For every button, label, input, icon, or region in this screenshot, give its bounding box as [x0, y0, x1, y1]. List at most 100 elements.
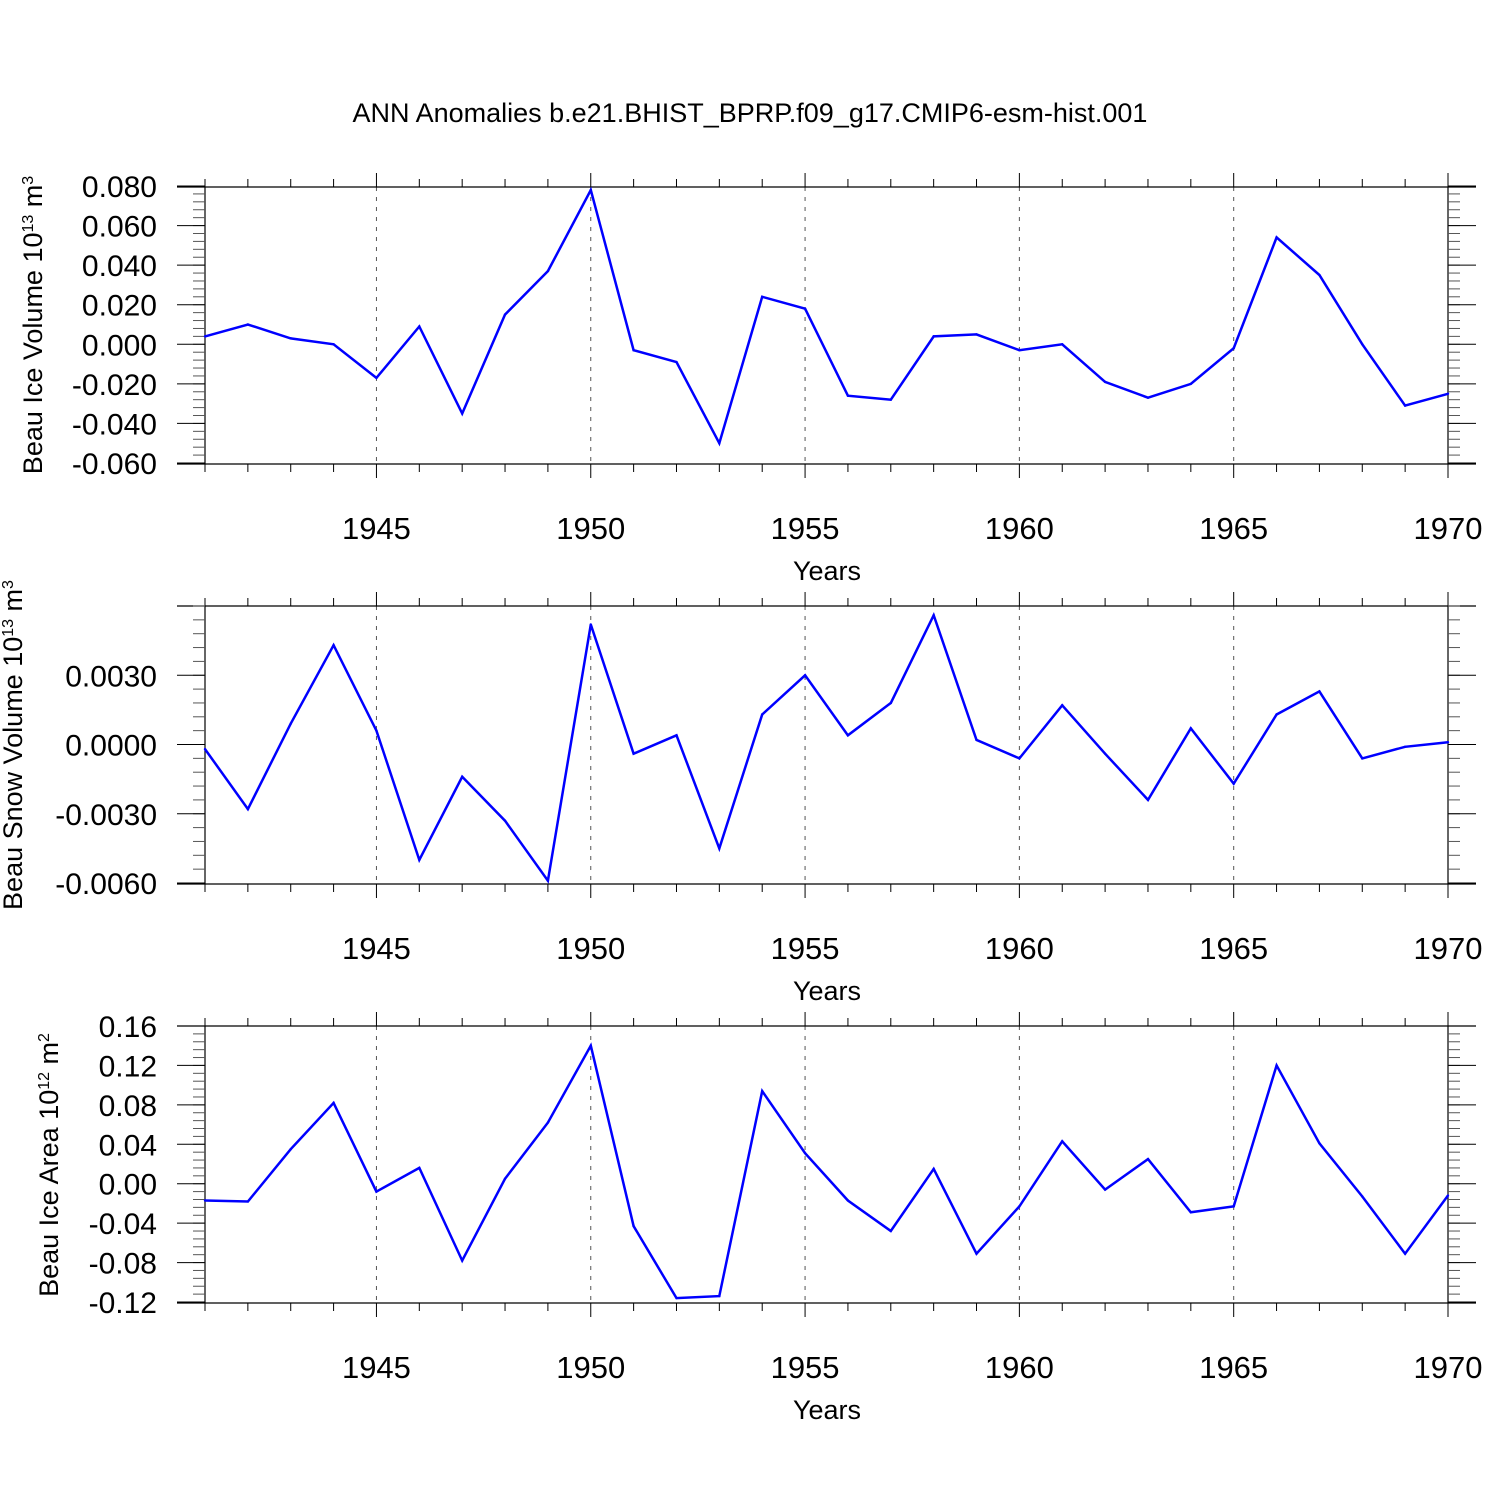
data-point: [1318, 690, 1321, 693]
x-tick-label: 1945: [342, 1350, 411, 1385]
x-tick-label: 1945: [342, 511, 411, 546]
data-point: [675, 1296, 678, 1300]
data-point: [460, 775, 464, 779]
data-point: [632, 1224, 635, 1228]
x-tick-label: 1970: [1414, 511, 1483, 546]
x-tick-label: 1970: [1414, 931, 1483, 966]
y-tick-label: 0.080: [82, 171, 157, 204]
data-point: [1103, 1188, 1107, 1191]
data-point: [975, 333, 978, 336]
data-point: [1275, 1064, 1278, 1067]
data-point: [1189, 727, 1193, 730]
data-point: [1146, 396, 1150, 399]
data-point: [632, 349, 635, 352]
data-point: [1018, 1205, 1021, 1208]
data-point: [1189, 1211, 1193, 1214]
data-point: [1061, 1140, 1064, 1143]
x-tick-label: 1960: [985, 931, 1054, 966]
data-point: [203, 1199, 207, 1202]
data-point: [803, 307, 807, 310]
data-point: [418, 858, 421, 862]
data-point: [846, 1199, 850, 1202]
data-point: [1403, 745, 1407, 749]
data-point: [1361, 757, 1364, 760]
data-point: [889, 398, 892, 401]
x-tick-label: 1950: [556, 1350, 625, 1385]
data-point: [932, 1167, 935, 1171]
data-point: [375, 729, 378, 732]
data-point: [1061, 704, 1064, 707]
data-point: [1232, 782, 1235, 785]
x-tick-label: 1955: [771, 931, 840, 966]
x-tick-label: 1965: [1199, 511, 1268, 546]
x-tick-label: 1965: [1199, 1350, 1268, 1385]
data-point: [418, 1166, 421, 1170]
data-point: [503, 313, 507, 316]
data-point: [1446, 392, 1450, 395]
y-tick-label: -0.0060: [55, 868, 157, 901]
data-point: [846, 734, 850, 737]
data-point: [1318, 1142, 1321, 1145]
y-tick-label: 0.040: [82, 250, 157, 283]
y-tick-label: 0.00: [99, 1169, 157, 1202]
x-axis-label: Years: [793, 556, 861, 586]
data-point: [1446, 1194, 1450, 1197]
data-point: [589, 623, 592, 626]
y-tick-label: -0.0030: [55, 799, 157, 832]
y-axis-label: Beau Ice Volume 1013 m3: [18, 176, 48, 474]
data-point: [546, 1121, 550, 1124]
data-point: [761, 295, 764, 298]
x-tick-label: 1950: [556, 511, 625, 546]
data-point: [1061, 343, 1064, 346]
data-point: [1361, 1195, 1364, 1198]
y-tick-label: -0.040: [72, 408, 157, 441]
data-point: [718, 1294, 721, 1298]
data-point: [1403, 404, 1407, 407]
y-axis-label: Beau Ice Area 1012 m2: [34, 1033, 64, 1297]
data-point: [718, 847, 721, 850]
data-point: [1361, 343, 1364, 346]
data-point: [589, 188, 592, 192]
x-tick-label: 1960: [985, 511, 1054, 546]
data-point: [289, 1148, 292, 1151]
data-point: [246, 1200, 250, 1203]
data-point: [1275, 713, 1278, 716]
data-point: [761, 1089, 764, 1093]
data-point: [675, 734, 678, 737]
data-point: [1018, 349, 1021, 352]
panel-3: 0.16 0.12 0.08 0.04 0.00 -0.04 -0.08 -0.12 1945 1…: [34, 1011, 1482, 1425]
panel-1: 0.080 0.060 0.040 0.020 0.000 -0.020 -0.040 -0.…: [18, 171, 1482, 586]
x-tick-label: 1955: [771, 511, 840, 546]
data-point: [375, 1190, 378, 1193]
data-point: [503, 819, 507, 822]
data-point: [375, 376, 378, 380]
panel-2: 0.0030 0.0000 -0.0030 -0.0060 1945 1950 1955 19…: [0, 580, 1482, 1006]
data-point: [761, 713, 764, 716]
series-line: [204, 1042, 1450, 1300]
data-point: [1103, 752, 1107, 755]
y-tick-label: 0.16: [99, 1011, 157, 1044]
data-point: [203, 747, 207, 751]
data-point: [1275, 236, 1278, 239]
data-point: [332, 644, 335, 647]
data-point: [289, 722, 292, 725]
data-point: [718, 442, 721, 445]
data-point: [589, 1044, 592, 1047]
data-point: [803, 1151, 807, 1155]
y-tick-label: 0.0030: [65, 660, 157, 693]
chart-title: ANN Anomalies b.e21.BHIST_BPRP.f09_g17.C…: [352, 98, 1148, 128]
y-tick-label: 0.020: [82, 290, 157, 323]
data-point: [803, 674, 807, 677]
data-point: [460, 412, 464, 415]
x-axis-label: Years: [793, 976, 861, 1006]
data-point: [1189, 382, 1193, 386]
data-point: [1146, 798, 1150, 802]
y-tick-label: -0.12: [89, 1287, 157, 1320]
y-tick-label: 0.04: [99, 1129, 157, 1162]
data-point: [889, 1229, 892, 1233]
y-tick-label: 0.12: [99, 1050, 157, 1083]
data-point: [932, 614, 935, 617]
x-tick-label: 1945: [342, 931, 411, 966]
x-tick-label: 1970: [1414, 1350, 1483, 1385]
